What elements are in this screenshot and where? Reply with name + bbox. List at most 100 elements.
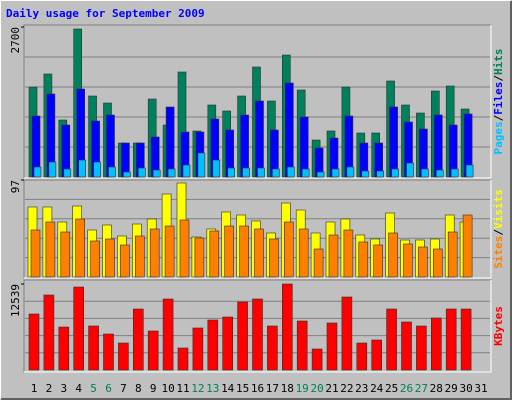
bevel — [24, 180, 492, 279]
x-tick-label: 2 — [46, 382, 53, 395]
x-tick-label: 1 — [31, 382, 38, 395]
bar — [118, 342, 129, 371]
bar — [252, 298, 263, 371]
bar — [197, 152, 206, 178]
legend: KBytes — [492, 306, 505, 346]
bar — [222, 316, 233, 371]
x-tick-label: 3 — [60, 382, 67, 395]
legend-separator: / — [492, 75, 505, 82]
x-tick-label: 11 — [176, 382, 189, 395]
bar — [358, 241, 369, 278]
x-tick-label: 4 — [75, 382, 82, 395]
bar — [123, 171, 131, 178]
bar — [33, 166, 42, 178]
bar — [177, 347, 189, 371]
bar — [331, 168, 340, 178]
x-tick-label: 25 — [385, 382, 398, 395]
bar — [147, 330, 159, 371]
bar — [63, 168, 72, 178]
bar — [328, 234, 339, 278]
bar — [164, 225, 175, 278]
bar — [209, 230, 220, 278]
bar — [133, 308, 144, 371]
bar — [58, 326, 70, 371]
bar — [88, 325, 99, 371]
bar — [311, 348, 323, 371]
x-tick-label: 19 — [296, 382, 309, 395]
bar — [373, 244, 384, 278]
x-tick-label: 29 — [445, 382, 458, 395]
bar — [138, 167, 146, 178]
bar — [90, 240, 100, 278]
bar — [272, 168, 280, 178]
x-tick-label: 17 — [266, 382, 279, 395]
legend-separator: / — [492, 229, 505, 236]
x-tick-label: 10 — [161, 382, 174, 395]
bevel — [24, 25, 492, 179]
bar — [418, 246, 428, 278]
bar — [182, 164, 191, 178]
bar — [254, 228, 264, 278]
bar — [73, 286, 84, 371]
bar — [78, 159, 86, 178]
x-tick-label: 9 — [150, 382, 157, 395]
bar — [45, 221, 56, 278]
bar — [207, 319, 219, 371]
bar — [28, 313, 40, 371]
bar — [298, 228, 309, 278]
bar — [257, 167, 265, 178]
bar — [240, 114, 249, 178]
bar — [356, 342, 368, 371]
y-tick-label: 2700 — [9, 27, 22, 54]
bar — [284, 82, 294, 178]
bar — [391, 168, 399, 178]
x-tick-label: 21 — [325, 382, 338, 395]
bar — [167, 168, 176, 178]
bar — [435, 169, 444, 178]
bar — [401, 321, 412, 371]
bar — [403, 243, 413, 278]
bevel — [24, 280, 492, 373]
bar — [465, 164, 474, 178]
bar — [194, 237, 205, 278]
x-tick-label: 31 — [474, 382, 487, 395]
bar — [313, 248, 324, 278]
bar — [179, 219, 190, 278]
x-tick-label: 28 — [430, 382, 443, 395]
x-tick-label: 24 — [370, 382, 384, 395]
x-tick-label: 26 — [400, 382, 413, 395]
bar — [326, 322, 338, 371]
bar — [462, 214, 473, 278]
y-tick-label: 12539 — [9, 284, 22, 317]
bar — [93, 161, 101, 178]
bar — [296, 320, 308, 371]
legend-entry: Sites — [492, 236, 505, 269]
bar — [361, 170, 370, 178]
bar — [105, 238, 115, 278]
bar — [60, 231, 71, 278]
bar — [135, 235, 145, 278]
bar — [286, 166, 295, 178]
legend-entry: Files — [492, 82, 505, 115]
legend: Sites/Visits — [492, 189, 505, 269]
bar — [224, 225, 234, 278]
bar — [108, 166, 116, 178]
x-tick-label: 16 — [251, 382, 264, 395]
bar — [301, 168, 310, 178]
bar — [406, 162, 414, 178]
bar — [416, 325, 427, 371]
x-tick-label: 5 — [90, 382, 97, 395]
x-tick-label: 14 — [221, 382, 235, 395]
bar — [239, 225, 249, 278]
bar — [433, 114, 443, 178]
bar — [103, 333, 114, 371]
bar — [447, 231, 458, 278]
bar — [242, 167, 250, 178]
bar — [376, 170, 385, 178]
x-tick-label: 12 — [191, 382, 204, 395]
x-tick-label: 20 — [310, 382, 323, 395]
bar — [346, 166, 355, 178]
bar — [299, 116, 309, 178]
